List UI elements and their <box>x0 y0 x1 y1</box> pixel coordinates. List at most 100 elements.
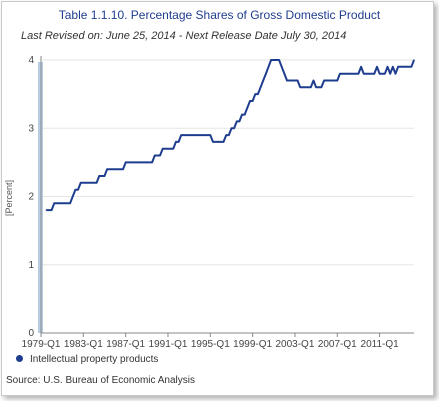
data-point <box>77 189 79 191</box>
data-point <box>283 73 285 75</box>
legend: Intellectual property products <box>16 354 158 365</box>
source-note: Source: U.S. Bureau of Economic Analysis <box>6 375 195 386</box>
data-point <box>344 73 346 75</box>
y-tick-label: 1 <box>28 260 34 271</box>
data-point <box>312 79 315 82</box>
data-point <box>238 120 240 122</box>
y-tick-label: 3 <box>28 123 34 134</box>
y-tick-label: 2 <box>28 192 34 203</box>
data-point <box>90 182 92 184</box>
legend-marker-icon <box>16 354 23 362</box>
data-point <box>363 73 365 75</box>
data-point <box>323 79 325 82</box>
data-point <box>315 86 317 88</box>
data-point <box>209 134 211 136</box>
data-point <box>58 202 61 204</box>
data-point <box>125 161 127 163</box>
x-tick-label: 2003-Q1 <box>275 339 314 350</box>
data-point <box>191 134 193 136</box>
x-tick-label: 1983-Q1 <box>64 339 103 350</box>
data-point <box>241 114 243 116</box>
data-point <box>156 154 158 157</box>
y-tick-labels: 0 1 2 3 4 <box>28 55 34 339</box>
data-point <box>384 73 386 75</box>
data-point <box>278 59 280 61</box>
x-tick-label: 2007-Q1 <box>318 339 357 350</box>
axes <box>40 56 414 337</box>
data-point <box>304 86 307 88</box>
x-tick-label: 1991-Q1 <box>149 339 188 350</box>
data-point <box>402 66 404 68</box>
data-point <box>310 86 312 88</box>
data-point <box>246 107 248 109</box>
data-point <box>273 59 275 61</box>
data-point <box>291 79 293 82</box>
data-point <box>397 66 399 68</box>
data-point <box>394 73 397 75</box>
series-line-ip-products <box>46 59 415 212</box>
data-point <box>373 73 375 75</box>
data-point <box>262 79 264 82</box>
data-point <box>135 161 137 163</box>
grid-lines <box>41 59 414 334</box>
x-tick-label: 1999-Q1 <box>233 339 272 350</box>
data-point <box>103 175 106 177</box>
data-point <box>334 79 336 82</box>
data-point <box>265 73 267 75</box>
data-point <box>180 134 182 136</box>
data-point <box>225 134 227 136</box>
data-point <box>98 175 100 177</box>
x-tick-labels: 1979-Q1 1983-Q1 1987-Q1 1991-Q1 1995-Q1 1999-… <box>22 339 400 350</box>
data-point <box>122 168 124 170</box>
data-point <box>349 73 352 75</box>
data-point <box>267 66 270 68</box>
data-point <box>96 182 98 184</box>
data-point <box>72 195 74 198</box>
legend-label: Intellectual property products <box>30 354 159 365</box>
data-point <box>260 86 262 88</box>
data-point <box>286 79 288 82</box>
data-point <box>207 134 209 136</box>
data-point <box>252 100 254 102</box>
data-point <box>80 182 82 184</box>
data-point <box>64 202 66 204</box>
data-point <box>85 182 87 184</box>
data-point <box>410 66 412 68</box>
data-point <box>101 175 103 177</box>
data-point <box>357 73 359 75</box>
data-point <box>336 79 338 82</box>
x-tick-label: 2011-Q1 <box>361 339 400 350</box>
x-tick-label: 1995-Q1 <box>191 339 230 350</box>
data-point <box>379 73 381 75</box>
data-point <box>270 59 272 61</box>
data-point <box>236 120 238 122</box>
y-tick-label: 4 <box>28 55 34 66</box>
data-point <box>140 161 143 163</box>
data-point <box>106 168 108 170</box>
data-point <box>328 79 330 82</box>
data-point <box>117 168 119 170</box>
data-point <box>233 127 235 129</box>
chart-title: Table 1.1.10. Percentage Shares of Gross… <box>58 8 381 22</box>
data-point <box>146 161 148 163</box>
data-point <box>201 134 203 136</box>
data-point <box>339 73 341 75</box>
data-point <box>53 202 55 204</box>
x-tick-label: 1987-Q1 <box>106 339 145 350</box>
data-point <box>222 141 225 143</box>
data-point <box>178 141 180 143</box>
data-point <box>196 134 198 136</box>
data-point <box>154 154 156 157</box>
data-point <box>167 148 169 150</box>
data-point <box>212 141 214 143</box>
data-point <box>172 148 174 150</box>
data-point <box>159 154 161 157</box>
data-point <box>254 93 256 95</box>
data-point <box>386 66 389 68</box>
y-axis-label: [Percent] <box>4 180 14 216</box>
data-point <box>389 73 391 75</box>
data-point <box>392 66 394 68</box>
data-point <box>217 141 219 143</box>
data-point <box>320 86 322 88</box>
